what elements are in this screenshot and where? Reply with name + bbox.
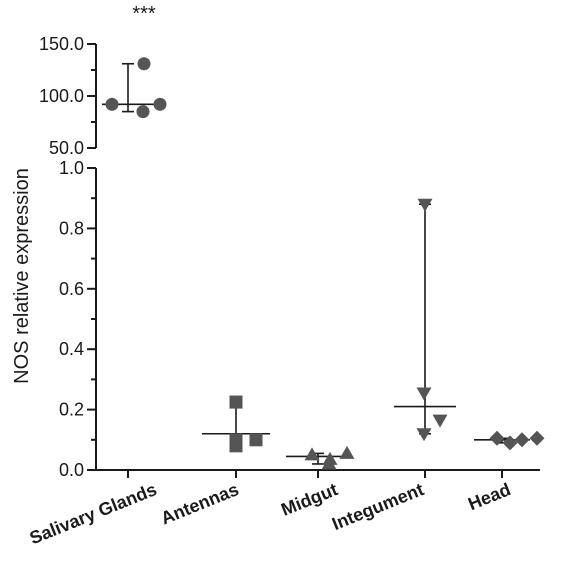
data-point-triangle-down [432, 414, 448, 428]
data-point-triangle-down [417, 198, 433, 212]
y-tick-label: 0.4 [59, 339, 84, 359]
points-layer [105, 57, 545, 470]
data-point-circle [105, 97, 119, 111]
y-tick-label: 150.0 [39, 34, 84, 54]
stats-layer [102, 62, 530, 465]
data-point-triangle-up [304, 447, 320, 461]
data-point-diamond [502, 435, 518, 451]
y-tick-label: 100.0 [39, 86, 84, 106]
y-tick-label: 50.0 [49, 138, 84, 158]
data-point-circle [153, 97, 167, 111]
y-tick-label: 0.2 [59, 400, 84, 420]
y-tick-label: 1.0 [59, 158, 84, 178]
data-point-circle [136, 105, 150, 119]
data-point-triangle-down [416, 387, 432, 401]
data-point-triangle-down [416, 428, 432, 442]
axes-layer [87, 43, 540, 478]
data-point-triangle-up [339, 445, 355, 459]
significance-annotation: *** [132, 3, 156, 25]
x-category-label: Head [465, 479, 513, 514]
data-point-triangle-up [322, 451, 338, 465]
x-category-label: Integument [329, 479, 426, 534]
data-point-diamond [514, 432, 530, 448]
y-axis-label: NOS relative expression [11, 168, 33, 384]
data-point-diamond [489, 430, 505, 446]
y-tick-label: 0.8 [59, 218, 84, 238]
text-layer: 50.0 100.0 150.0 0.0 0.2 0.4 0.6 0.8 1.0 NOS rela… [11, 3, 513, 548]
y-tick-label: 0.0 [59, 460, 84, 480]
data-point-square [229, 439, 243, 453]
data-point-square [229, 395, 243, 409]
x-category-label: Salivary Glands [27, 479, 160, 548]
data-point-square [249, 433, 263, 447]
data-point-diamond [529, 430, 545, 446]
data-point-circle [137, 57, 151, 71]
y-tick-label: 0.6 [59, 279, 84, 299]
x-category-label: Antennas [158, 479, 242, 528]
